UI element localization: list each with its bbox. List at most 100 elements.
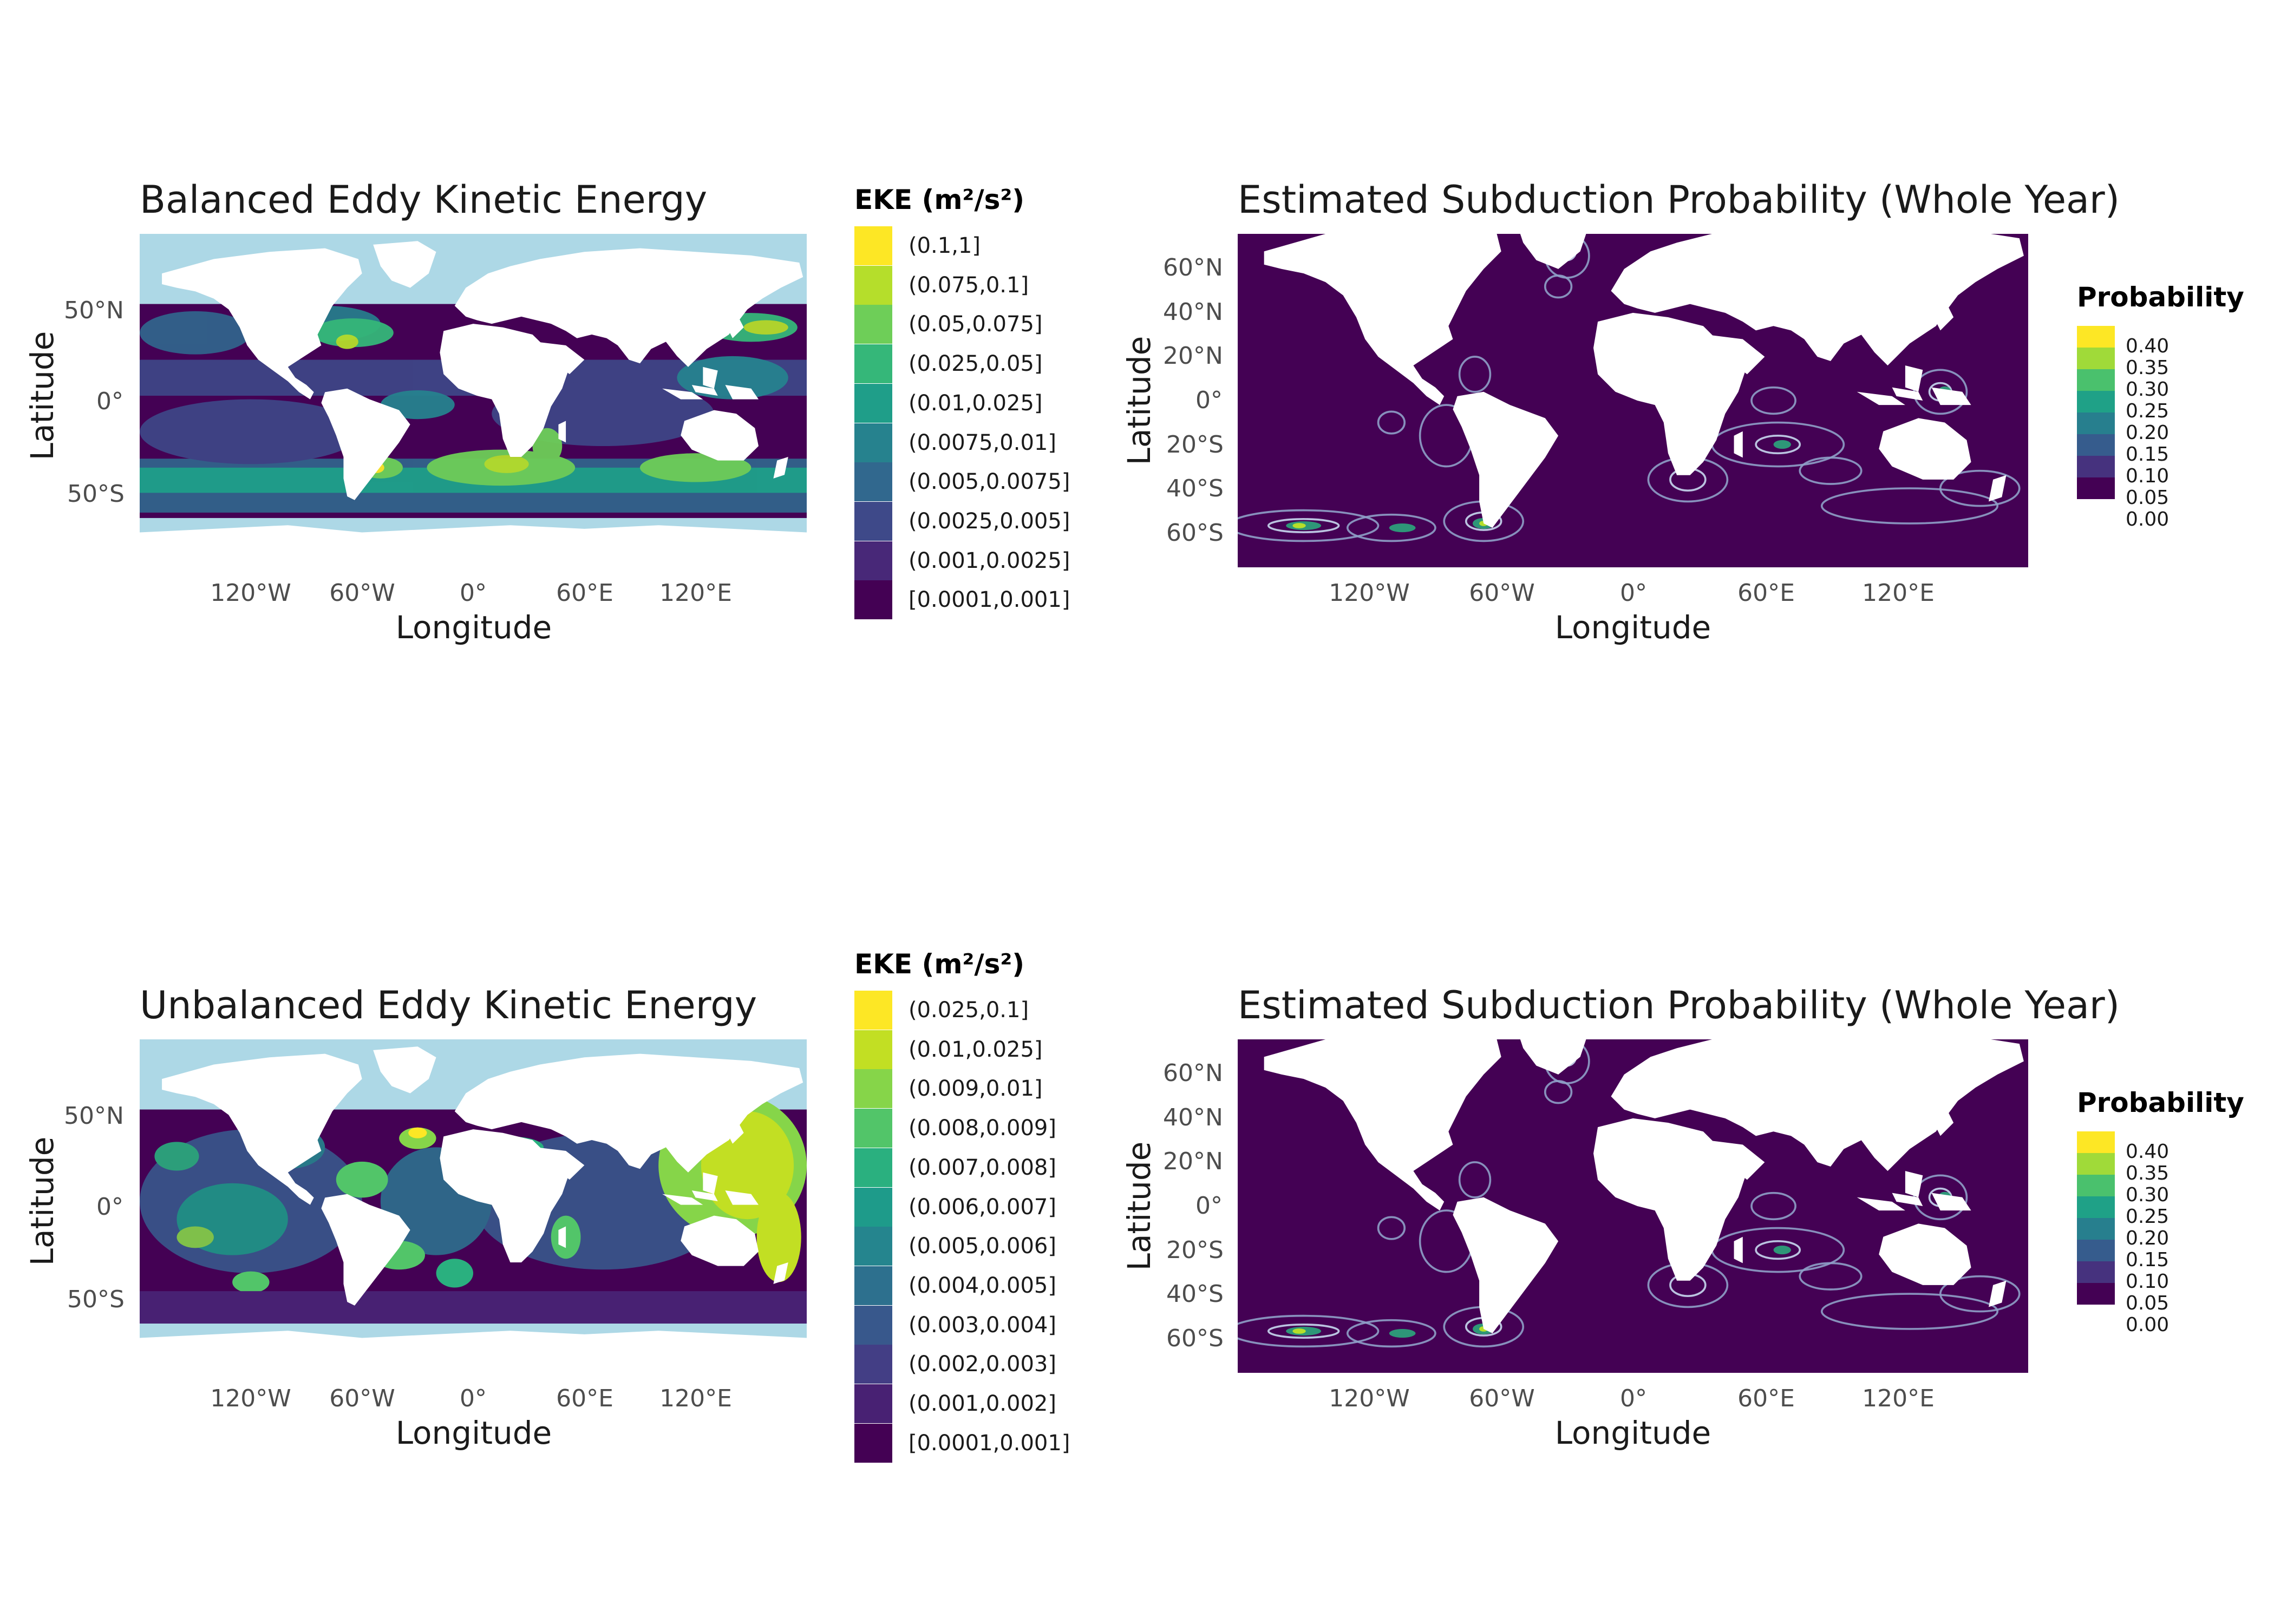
colorbar-segment (2077, 1175, 2115, 1196)
colorbar-tick-label: 0.15 (2126, 1249, 2170, 1271)
y-tick: 40°N (1163, 1104, 1223, 1131)
x-tick: 120°W (210, 1385, 291, 1412)
legend-label: (0.025,0.05] (909, 351, 1043, 377)
colorbar-tick-label: 0.00 (2126, 1314, 2170, 1336)
y-tick: 60°N (1163, 254, 1223, 281)
colorbar-segment (2077, 1196, 2115, 1218)
x-tick: 120°W (1329, 1385, 1410, 1412)
colorbar-tick-label: 0.05 (2126, 1292, 2170, 1314)
legend-label: (0.002,0.003] (909, 1352, 1056, 1377)
y-axis-title: Latitude (1121, 1141, 1158, 1271)
colorbar-segment (2077, 1240, 2115, 1261)
colorbar-tick-label: 0.40 (2126, 1141, 2170, 1163)
legend-label: (0.05,0.075] (909, 312, 1043, 337)
y-tick: 50°S (67, 1286, 125, 1313)
x-tick: 120°W (1329, 579, 1410, 607)
x-tick: 120°E (659, 579, 732, 607)
x-tick: 120°E (1862, 1385, 1935, 1412)
y-tick: 50°S (67, 480, 125, 508)
x-tick: 120°W (210, 579, 291, 607)
colorbar-tick-label: 0.15 (2126, 443, 2170, 466)
legend-label: [0.0001,0.001] (909, 1430, 1070, 1456)
colorbar-segment (2077, 412, 2115, 434)
y-tick: 50°N (64, 297, 124, 324)
x-tick: 60°E (556, 579, 613, 607)
legend-title: EKE (m²/s²) (854, 948, 1025, 980)
legend-label: (0.01,0.025] (909, 390, 1043, 416)
colorbar-segment (2077, 434, 2115, 456)
y-tick: 50°N (64, 1102, 124, 1130)
colorbar-segment (2077, 477, 2115, 499)
x-tick: 60°W (329, 579, 395, 607)
legend-swatch (854, 1109, 892, 1148)
y-tick: 0° (96, 1193, 123, 1221)
colorbar-tick-label: 0.10 (2126, 465, 2170, 487)
x-tick: 0° (460, 1385, 487, 1412)
y-tick: 60°S (1166, 1325, 1224, 1352)
probability-map-svg (1238, 1039, 2028, 1373)
colorbar (2077, 1131, 2115, 1305)
legend-swatch (854, 1187, 892, 1227)
colorbar-segment (2077, 1131, 2115, 1153)
y-tick: 20°S (1166, 1236, 1224, 1264)
legend-label: (0.008,0.009] (909, 1116, 1056, 1141)
x-tick: 60°W (1469, 1385, 1535, 1412)
map-subduction-probability (1238, 1039, 2028, 1373)
x-tick: 0° (1620, 579, 1647, 607)
x-tick: 60°W (329, 1385, 395, 1412)
x-axis-title: Longitude (395, 1415, 552, 1451)
x-tick: 0° (1620, 1385, 1647, 1412)
y-axis-title: Latitude (1121, 336, 1158, 466)
y-tick: 20°S (1166, 431, 1224, 459)
legend-swatch (854, 462, 892, 502)
legend-label: (0.075,0.1] (909, 272, 1029, 298)
map-unbalanced-eke (140, 1039, 807, 1363)
legend-label: (0.0075,0.01] (909, 430, 1056, 455)
legend-swatch (854, 226, 892, 265)
legend-title: Probability (2077, 1087, 2244, 1118)
x-tick: 120°E (659, 1385, 732, 1412)
x-tick: 60°W (1469, 579, 1535, 607)
legend-label: (0.001,0.002] (909, 1391, 1056, 1416)
legend-swatch (854, 423, 892, 462)
legend-title: Probability (2077, 281, 2244, 313)
y-tick: 60°S (1166, 519, 1224, 547)
x-axis-title: Longitude (1554, 609, 1711, 646)
legend-swatch (854, 1227, 892, 1266)
y-tick: 0° (1195, 387, 1223, 414)
legend-swatch (854, 501, 892, 541)
colorbar-tick-label: 0.40 (2126, 335, 2170, 357)
legend-swatch (854, 1148, 892, 1187)
legend-swatch (854, 1384, 892, 1423)
map-subduction-probability (1238, 234, 2028, 567)
y-tick: 40°S (1166, 475, 1224, 502)
y-axis-title: Latitude (24, 1136, 61, 1266)
legend-swatch (854, 1305, 892, 1345)
colorbar-tick-label: 0.00 (2126, 508, 2170, 531)
colorbar-segment (2077, 326, 2115, 348)
x-tick: 60°E (1737, 579, 1795, 607)
legend-swatch (854, 1030, 892, 1069)
legend-swatch (854, 541, 892, 580)
legend-swatch (854, 580, 892, 620)
legend-label: (0.004,0.005] (909, 1273, 1056, 1298)
panel-title: Balanced Eddy Kinetic Energy (140, 178, 708, 222)
legend-label: (0.025,0.1] (909, 998, 1029, 1023)
colorbar-segment (2077, 456, 2115, 477)
legend-swatch (854, 1069, 892, 1109)
legend-title: EKE (m²/s²) (854, 184, 1025, 215)
legend-label: (0.006,0.007] (909, 1194, 1056, 1220)
colorbar-tick-label: 0.35 (2126, 357, 2170, 379)
legend-label: (0.0025,0.005] (909, 508, 1070, 534)
y-tick: 20°N (1163, 342, 1223, 370)
y-tick: 40°S (1166, 1280, 1224, 1308)
colorbar-segment (2077, 1283, 2115, 1305)
legend-label: (0.003,0.004] (909, 1312, 1056, 1338)
colorbar-segment (2077, 391, 2115, 412)
panel-title: Estimated Subduction Probability (Whole … (1238, 983, 2120, 1027)
y-tick: 40°N (1163, 298, 1223, 326)
x-tick: 120°E (1862, 579, 1935, 607)
colorbar-tick-label: 0.30 (2126, 1184, 2170, 1206)
legend-swatch (854, 1345, 892, 1384)
x-tick: 60°E (1737, 1385, 1795, 1412)
